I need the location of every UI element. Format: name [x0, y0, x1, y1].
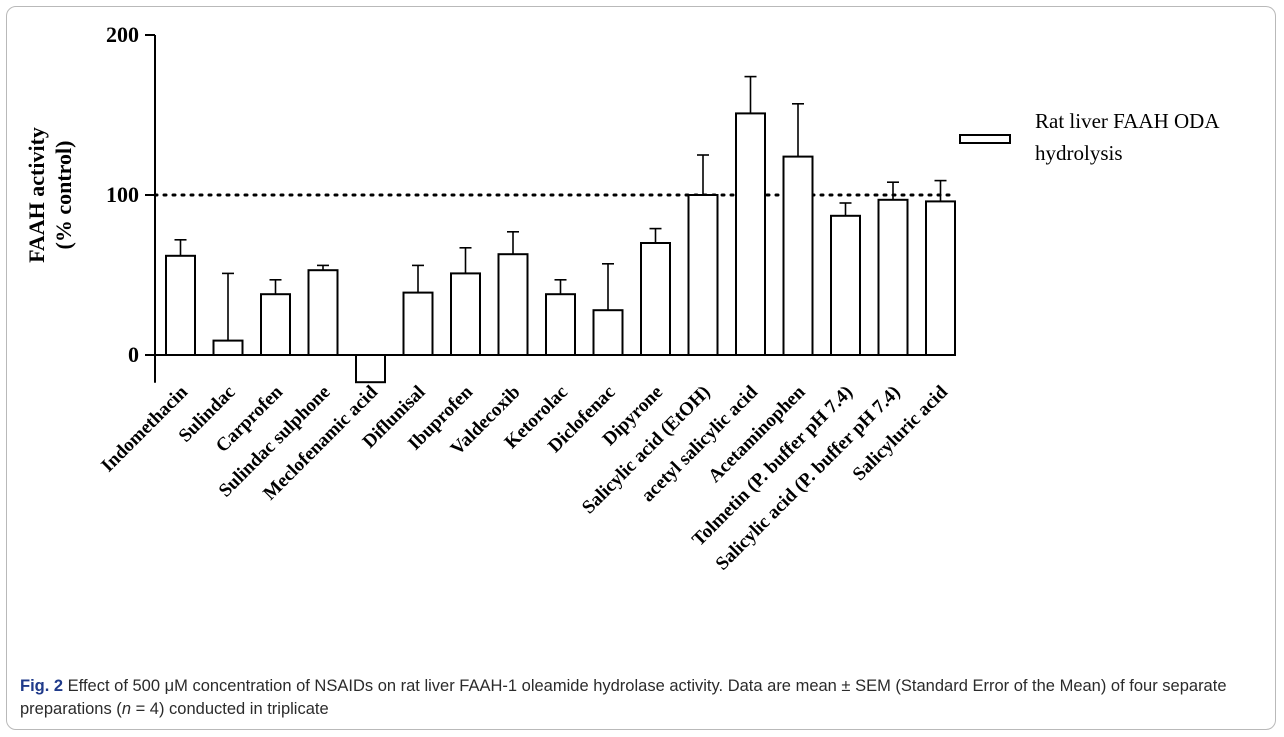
bar: [497, 253, 529, 356]
caption-label: Fig. 2: [20, 677, 64, 695]
bar: [925, 200, 956, 356]
legend-swatch: [959, 134, 1011, 144]
figure-caption: Fig. 2 Effect of 500 μM concentration of…: [20, 675, 1265, 721]
y-tick-label: 200: [106, 22, 139, 47]
bar: [735, 112, 766, 357]
bar: [830, 214, 861, 356]
bar: [545, 293, 576, 357]
legend: Rat liver FAAH ODA hydrolysis: [959, 109, 1220, 165]
figure-frame: [6, 6, 1276, 730]
bar: [782, 155, 814, 356]
bar: [640, 242, 671, 356]
legend-label-line2: hydrolysis: [1035, 141, 1123, 165]
y-tick-label: 100: [106, 182, 139, 207]
bar: [260, 293, 291, 357]
bars: [165, 75, 956, 384]
y-axis-label-line1: FAAH activity: [24, 127, 49, 263]
bar: [402, 291, 434, 357]
y-axis-label-line2: (% control): [51, 141, 76, 250]
caption-text-b: = 4) conducted in triplicate: [131, 700, 329, 718]
bar: [355, 354, 386, 384]
y-tick-label: 0: [128, 342, 139, 367]
bar: [212, 339, 244, 357]
caption-n: n: [121, 700, 131, 718]
bar: [307, 269, 339, 357]
legend-label-line1: Rat liver FAAH ODA: [1035, 109, 1220, 133]
bar-chart: 0 100 200 IndomethacinSulindacCarprofenSul…: [24, 22, 1220, 575]
caption-text-a: Effect of 500 μM concentration of NSAIDs…: [20, 677, 1227, 718]
bar: [165, 254, 196, 356]
bar: [687, 194, 719, 356]
bar: [592, 309, 624, 357]
bar: [877, 198, 909, 356]
bar: [450, 272, 481, 356]
y-axis: 0 100 200: [106, 22, 957, 383]
